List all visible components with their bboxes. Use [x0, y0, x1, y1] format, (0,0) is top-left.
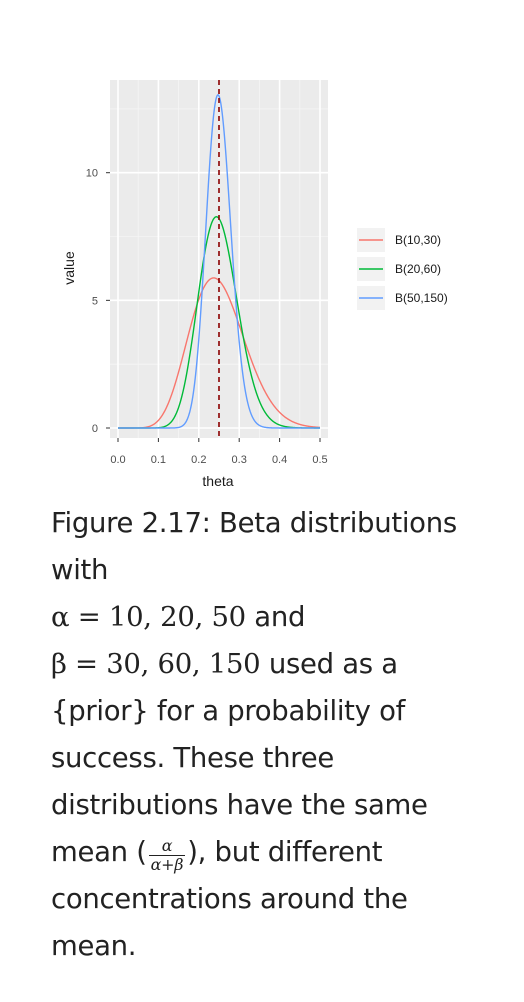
legend: B(10,30) B(20,60) B(50,150): [357, 227, 467, 311]
y-axis-ticks: 0 5 10: [86, 168, 110, 435]
figure-caption: Figure 2.17: Beta distributions with α = …: [51, 500, 491, 970]
y-tick-label: 0: [92, 423, 98, 435]
grid-major: [110, 80, 328, 438]
legend-label-B(50,150): B(50,150): [395, 291, 448, 305]
x-tick-label: 0.0: [110, 454, 125, 466]
x-tick-label: 0.1: [151, 454, 166, 466]
x-axis-title: theta: [202, 473, 233, 489]
caption-text-2: and: [245, 601, 306, 633]
x-tick-label: 0.2: [191, 454, 206, 466]
density-curve-B(50,150): [118, 94, 320, 429]
alpha-equation: α = 10, 20, 50: [51, 601, 246, 633]
x-axis-ticks: 0.0 0.1 0.2 0.3 0.4 0.5: [110, 438, 328, 466]
fraction-numerator: α: [148, 836, 186, 856]
x-tick-label: 0.3: [232, 454, 247, 466]
x-tick-label: 0.5: [312, 454, 327, 466]
y-tick-label: 5: [92, 295, 98, 307]
y-axis-title: value: [61, 251, 77, 285]
mean-fraction: α α+β: [148, 836, 186, 874]
legend-label-B(20,60): B(20,60): [395, 262, 441, 276]
beta-distribution-chart: 0.0 0.1 0.2 0.3 0.4 0.5 0 5 10 theta value B(10…: [61, 80, 467, 489]
fraction-denominator: α+β: [150, 854, 184, 874]
legend-label-B(10,30): B(10,30): [395, 233, 441, 247]
grid-minor: [110, 80, 328, 438]
beta-equation: β = 30, 60, 150: [51, 648, 261, 680]
caption-text-3: used as a {prior} for a probability of s…: [51, 648, 428, 868]
y-tick-label: 10: [86, 168, 98, 180]
caption-text-1: Figure 2.17: Beta distributions with: [51, 507, 457, 586]
x-tick-label: 0.4: [272, 454, 287, 466]
caption-text-4: ), but different concentrations around t…: [51, 836, 408, 962]
